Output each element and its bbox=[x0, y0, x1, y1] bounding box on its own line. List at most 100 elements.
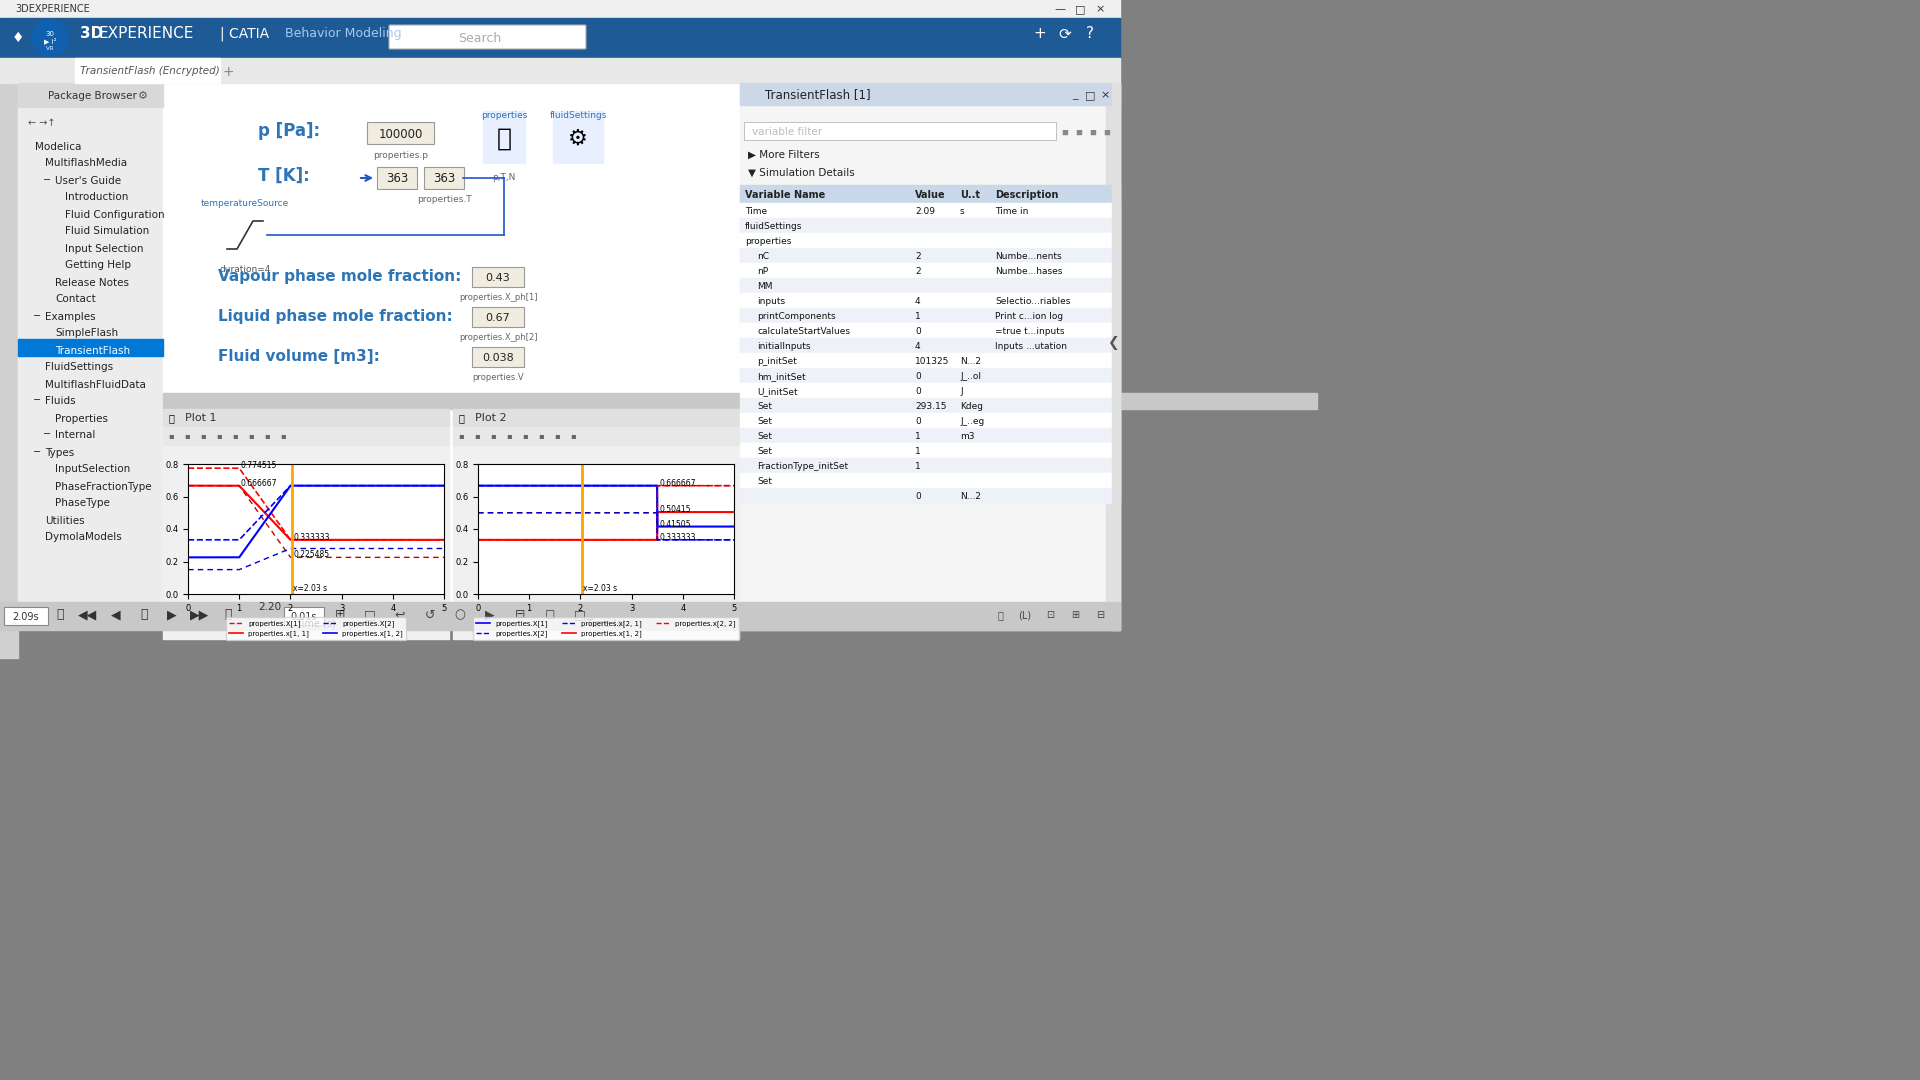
Text: p_initSet: p_initSet bbox=[756, 357, 797, 366]
FancyBboxPatch shape bbox=[472, 267, 524, 287]
Text: 0.666667: 0.666667 bbox=[660, 478, 697, 488]
Text: 0.225485: 0.225485 bbox=[294, 551, 330, 559]
Text: Liquid phase mole fraction:: Liquid phase mole fraction: bbox=[219, 310, 453, 324]
Bar bbox=[0, 83, 17, 658]
Circle shape bbox=[33, 21, 67, 56]
Text: ×: × bbox=[1100, 90, 1110, 100]
Text: 1: 1 bbox=[916, 462, 922, 471]
Text: 3D: 3D bbox=[81, 27, 104, 41]
Bar bbox=[484, 111, 524, 163]
Bar bbox=[0, 18, 1119, 58]
Text: ▪: ▪ bbox=[265, 432, 271, 441]
Text: | CATIA: | CATIA bbox=[221, 27, 269, 41]
Text: ▪: ▪ bbox=[184, 432, 190, 441]
Text: s: s bbox=[960, 207, 964, 216]
properties.x[1, 2] bbox=[353, 480, 376, 492]
Text: ↺: ↺ bbox=[424, 608, 436, 621]
Text: −: − bbox=[42, 430, 52, 440]
Bar bbox=[739, 473, 1119, 488]
Text: TransientFlash (Encrypted): TransientFlash (Encrypted) bbox=[81, 67, 219, 77]
Text: ♦: ♦ bbox=[12, 31, 25, 45]
Text: (L): (L) bbox=[1018, 610, 1031, 620]
properties.x[2, 1] bbox=[278, 542, 301, 555]
Text: 0: 0 bbox=[916, 492, 922, 501]
FancyBboxPatch shape bbox=[745, 122, 1056, 140]
FancyBboxPatch shape bbox=[376, 167, 417, 189]
Text: nP: nP bbox=[756, 267, 768, 276]
Bar bbox=[739, 488, 1119, 503]
Text: ⊟: ⊟ bbox=[515, 608, 526, 621]
properties.x[1, 2] bbox=[204, 551, 227, 564]
Text: Input Selection: Input Selection bbox=[65, 243, 144, 254]
Text: ⏭: ⏭ bbox=[225, 608, 232, 621]
Text: Properties: Properties bbox=[56, 414, 108, 423]
Text: ▪: ▪ bbox=[232, 432, 238, 441]
FancyBboxPatch shape bbox=[4, 607, 48, 625]
Text: Set: Set bbox=[756, 417, 772, 426]
Text: +: + bbox=[1033, 27, 1046, 41]
Text: ⊞: ⊞ bbox=[1071, 610, 1079, 620]
Text: p,T,N: p,T,N bbox=[492, 173, 516, 181]
properties.X[1] bbox=[290, 534, 313, 546]
Text: U_initSet: U_initSet bbox=[756, 387, 797, 396]
Bar bbox=[739, 278, 1119, 293]
properties.X[1] bbox=[432, 534, 455, 546]
Text: FluidSettings: FluidSettings bbox=[44, 363, 113, 373]
Line: properties.x[1, 2]: properties.x[1, 2] bbox=[188, 486, 444, 557]
Text: ▪: ▪ bbox=[459, 432, 465, 441]
properties.x[2, 1] bbox=[432, 542, 455, 555]
Text: ▶ More Filters: ▶ More Filters bbox=[749, 150, 820, 160]
Bar bbox=[739, 458, 1119, 473]
properties.X[2] bbox=[376, 480, 399, 492]
Text: Plot 1: Plot 1 bbox=[184, 413, 217, 423]
Text: ▶: ▶ bbox=[167, 608, 177, 621]
Bar bbox=[163, 427, 449, 445]
Text: 0: 0 bbox=[916, 387, 922, 396]
Text: _: _ bbox=[1071, 90, 1077, 100]
Text: Selectio...riables: Selectio...riables bbox=[995, 297, 1069, 306]
Text: properties.T: properties.T bbox=[417, 195, 470, 204]
FancyBboxPatch shape bbox=[472, 307, 524, 327]
Text: N...2: N...2 bbox=[960, 357, 981, 366]
properties.X[2] bbox=[204, 534, 227, 546]
Text: ◻: ◻ bbox=[545, 608, 555, 621]
Text: Release Notes: Release Notes bbox=[56, 278, 129, 287]
properties.x[1, 1] bbox=[177, 480, 200, 492]
Bar bbox=[163, 409, 449, 639]
Bar bbox=[739, 293, 1119, 308]
Text: User's Guide: User's Guide bbox=[56, 175, 121, 186]
properties.X[2] bbox=[380, 480, 403, 492]
Bar bbox=[739, 264, 1119, 278]
properties.X[1] bbox=[204, 461, 227, 474]
Text: PhaseType: PhaseType bbox=[56, 499, 109, 509]
Text: TransientFlash [1]: TransientFlash [1] bbox=[764, 89, 870, 102]
Bar bbox=[739, 83, 1119, 630]
Line: properties.X[1]: properties.X[1] bbox=[188, 468, 444, 540]
Bar bbox=[0, 0, 1119, 18]
Text: ▪: ▪ bbox=[555, 432, 561, 441]
Text: InputSelection: InputSelection bbox=[56, 464, 131, 474]
Bar bbox=[739, 248, 1119, 264]
Text: calculateStartValues: calculateStartValues bbox=[756, 327, 851, 336]
Bar bbox=[739, 218, 1119, 233]
Text: U..t: U..t bbox=[960, 190, 979, 200]
Text: ○: ○ bbox=[455, 608, 465, 621]
Legend: properties.X[1], properties.x[1, 1], properties.X[2], properties.x[1, 2]: properties.X[1], properties.x[1, 1], pro… bbox=[227, 618, 405, 640]
Text: 100000: 100000 bbox=[378, 127, 422, 140]
Text: duration=4: duration=4 bbox=[219, 265, 271, 273]
Text: 293.15: 293.15 bbox=[916, 402, 947, 411]
properties.x[1, 2] bbox=[432, 480, 455, 492]
Text: properties.X_ph[1]: properties.X_ph[1] bbox=[459, 294, 538, 302]
FancyBboxPatch shape bbox=[472, 347, 524, 367]
Text: Variable Name: Variable Name bbox=[745, 190, 826, 200]
properties.x[1, 1] bbox=[376, 534, 399, 546]
Text: FractionType_initSet: FractionType_initSet bbox=[756, 462, 849, 471]
Text: 0.038: 0.038 bbox=[482, 353, 515, 363]
Text: ▪: ▪ bbox=[169, 432, 175, 441]
properties.x[2, 1] bbox=[376, 542, 399, 555]
properties.X[1] bbox=[380, 534, 403, 546]
Text: ▶▶: ▶▶ bbox=[190, 608, 209, 621]
Bar bbox=[739, 338, 1119, 353]
Text: 0: 0 bbox=[916, 372, 922, 381]
Bar bbox=[739, 399, 1119, 413]
